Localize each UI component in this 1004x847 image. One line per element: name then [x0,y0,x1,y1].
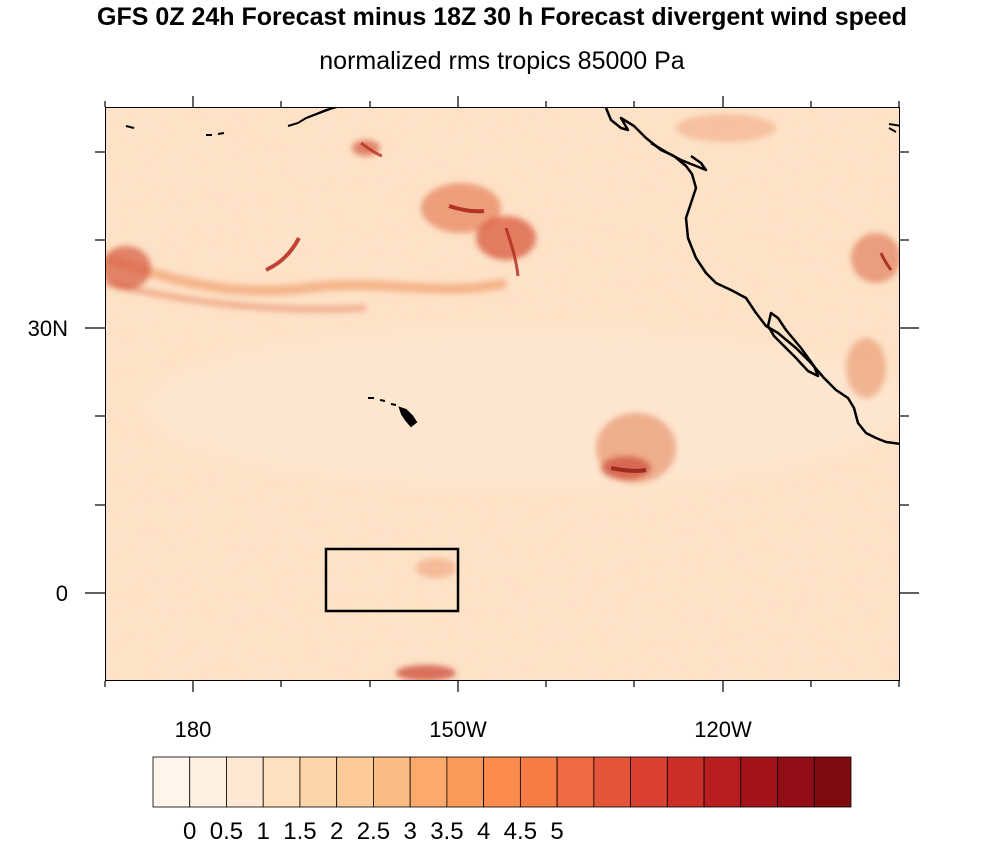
aleutian-islands [125,108,338,136]
colorbar-cell [336,756,374,808]
colorbar-label: 4.5 [503,818,538,845]
colorbar-label: 3 [403,818,417,845]
colorbar-cell [262,756,301,808]
colorbar-cell [556,756,595,808]
map-title: GFS 0Z 24h Forecast minus 18Z 30 h Forec… [97,3,907,31]
lon-label-180: 180 [174,717,212,742]
colorbar-label: 4 [476,818,491,845]
colorbar-label: 1 [256,818,270,845]
colorbar-cell [740,756,778,808]
lat-label-0: 0 [55,581,68,606]
colorbar-label: 2.5 [356,818,391,845]
colorbar-cell [409,756,448,808]
colorbar-label: 0 [183,818,197,845]
colorbar-cell [299,756,338,808]
colorbar-cell [189,756,227,808]
coastlines [604,108,899,445]
colorbar-label: 5 [550,818,564,845]
region-box [324,547,460,613]
lon-label-150w: 150W [429,717,487,742]
colorbar-label: 3.5 [430,818,464,845]
colorbar-cell [703,756,742,808]
colorbar [152,756,852,808]
lon-label-120w: 120W [694,717,752,742]
map-subtitle: normalized rms tropics 85000 Pa [319,47,685,75]
colorbar-cell [813,756,852,808]
map-field [106,108,899,680]
colorbar-cell [777,756,815,808]
field-hotspots [106,114,899,680]
field-quiet-band [146,328,899,488]
colorbar-cell [630,756,668,808]
colorbar-cell [483,756,521,808]
hawaii-islands [368,397,418,428]
colorbar-label: 2 [329,818,344,845]
lat-label-30n: 30N [27,316,68,341]
colorbar-label: 0.5 [209,818,244,845]
colorbar-cell [519,756,558,808]
alaska-coast-fragment [888,123,899,133]
colorbar-cell [373,756,411,808]
colorbar-cell [446,756,485,808]
colorbar-label: 1.5 [283,818,317,845]
colorbar-cell [666,756,705,808]
north-america-coast [604,108,899,445]
islands [125,108,899,428]
map-panel [105,107,900,681]
coast-detail [650,141,708,172]
colorbar-cell [593,756,631,808]
field-streaks [265,141,893,473]
colorbar-cell [226,756,264,808]
baja-peninsula [766,311,820,378]
colorbar-cell [152,756,191,808]
